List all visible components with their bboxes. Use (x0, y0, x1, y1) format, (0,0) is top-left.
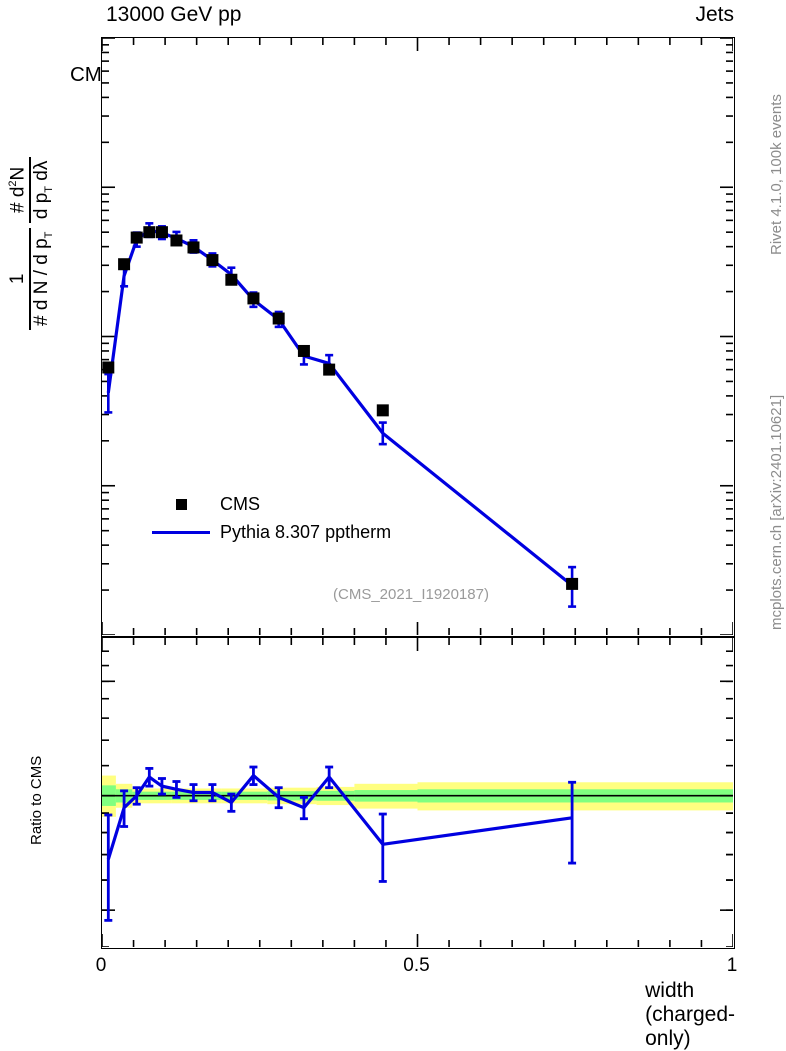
xtick-label: 1 (726, 955, 738, 976)
legend-item-cms[interactable]: CMS (150, 490, 391, 518)
ratio-ytick-labels-right: 210.5 (742, 0, 786, 960)
data-marker (566, 577, 579, 590)
data-marker (187, 241, 200, 254)
analysis-watermark: (CMS_2021_I1920187) (333, 586, 489, 603)
data-marker (130, 231, 143, 244)
xtick-label: 0.5 (403, 955, 430, 976)
data-marker (272, 312, 285, 325)
legend-key-marker-icon (150, 498, 212, 510)
data-marker (225, 273, 238, 286)
main-plot-svg (102, 38, 733, 635)
ratio-ytick-labels-left: 210.5 (0, 0, 96, 960)
ratio-plot-svg (102, 638, 733, 947)
ratio-plot-panel[interactable] (101, 637, 735, 949)
data-marker (297, 344, 310, 357)
legend-label-cms: CMS (220, 493, 260, 514)
data-marker (376, 404, 389, 417)
legend: CMS Pythia 8.307 pptherm (150, 490, 391, 546)
main-plot-panel[interactable] (101, 37, 735, 637)
legend-item-pythia[interactable]: Pythia 8.307 pptherm (150, 518, 391, 546)
data-marker (155, 226, 168, 239)
data-marker (323, 363, 336, 376)
data-marker (170, 234, 183, 247)
data-marker (247, 292, 260, 305)
data-marker (143, 226, 156, 239)
data-marker (102, 361, 115, 374)
xtick-labels: 0 0.5 1 (0, 955, 786, 985)
data-marker (206, 254, 219, 267)
header-category: Jets (695, 3, 734, 26)
header-energy: 13000 GeV pp (106, 3, 242, 26)
xaxis-label: width (charged-only) (645, 979, 736, 1050)
legend-key-line-icon (150, 530, 212, 534)
data-marker (118, 258, 131, 271)
legend-label-pythia: Pythia 8.307 pptherm (220, 521, 392, 542)
xtick-label: 0 (95, 955, 107, 976)
